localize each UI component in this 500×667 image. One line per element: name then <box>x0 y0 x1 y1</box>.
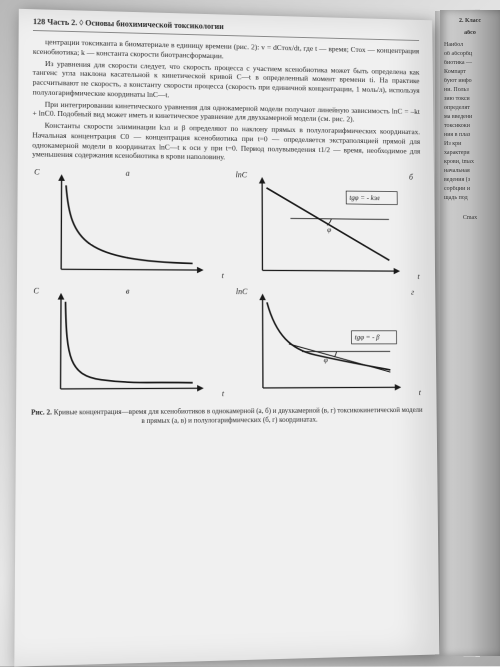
chart-c-svg <box>31 288 226 400</box>
x-axis-arrow <box>395 384 401 391</box>
y-axis-arrow <box>259 294 266 301</box>
chapter-title: Часть 2. ◊ Основы биохимической токсикол… <box>47 18 223 32</box>
tangent-text-b: tgφ = - kэл <box>349 194 379 202</box>
x-axis-arrow <box>197 385 204 392</box>
side-formula: Cmax <box>444 215 496 221</box>
side-line: начальная <box>444 168 496 174</box>
y-axis-arrow <box>58 293 65 300</box>
chart-c-xlabel: t <box>222 389 224 399</box>
side-line: сорбции и <box>444 186 496 192</box>
figure-caption: Рис. 2. Кривые концентрация—время для кс… <box>30 406 423 427</box>
y-axis-arrow <box>58 174 65 181</box>
chart-b-xlabel: t <box>418 272 420 282</box>
y-axis-arrow <box>259 177 266 184</box>
chart-d-ylabel: lnC <box>236 287 248 297</box>
chart-d-svg: φ tgφ = - β <box>234 289 423 399</box>
chart-d-label: г <box>411 288 414 298</box>
side-line: буют инфо <box>444 78 496 84</box>
chart-b-label: б <box>409 173 413 183</box>
side-line: щадь под <box>444 195 496 201</box>
chart-c-ylabel: C <box>33 286 39 296</box>
chart-a: а C t <box>31 169 225 281</box>
side-line: ведения (з <box>444 177 496 183</box>
chart-b-svg: φ tgφ = - kэл <box>234 172 422 282</box>
chart-a-ylabel: C <box>34 167 40 177</box>
tangent-text-d: tgφ = - β <box>355 334 380 342</box>
side-line: зию токси <box>444 96 496 102</box>
x-axis <box>61 388 202 389</box>
side-line: ни. Польз <box>444 87 496 93</box>
side-line: характери <box>444 150 496 156</box>
horizontal-ref <box>290 218 389 219</box>
chart-a-label: а <box>126 169 130 179</box>
page-number: 128 <box>33 17 45 26</box>
x-axis <box>61 269 201 270</box>
curve-a <box>66 185 193 263</box>
charts-grid: а C t б lnC t φ <box>31 169 423 400</box>
chart-d: г lnC t φ tgφ = - β <box>234 289 423 399</box>
side-line: определят <box>444 105 496 111</box>
side-line: ния в плаз <box>444 132 496 138</box>
main-page: 128 Часть 2. ◊ Основы биохимической токс… <box>14 9 439 667</box>
side-line: токсикоки <box>444 123 496 129</box>
side-line: об абсорбц <box>444 51 496 57</box>
side-title: 2. Класс <box>444 18 496 24</box>
tangent-line <box>289 344 390 373</box>
x-axis <box>263 387 399 388</box>
side-line: крови, tmax <box>444 159 496 165</box>
x-axis-arrow <box>394 268 400 274</box>
angle-arc <box>334 352 336 357</box>
caption-text: Кривые концентрация—время для ксенобиоти… <box>52 406 423 425</box>
x-axis-arrow <box>197 267 204 274</box>
paragraph: Константы скорости элиминации kэл и β оп… <box>32 120 420 165</box>
side-line: Из кри <box>444 141 496 147</box>
chart-c-label: в <box>126 287 130 297</box>
chart-c: в C t <box>31 288 226 400</box>
adjacent-page: 2. Класс абсо Наибол об абсорбц биотика … <box>440 10 500 656</box>
curve-c <box>65 302 193 383</box>
side-line: ма введени <box>444 114 496 120</box>
caption-bold: Рис. 2. <box>31 408 52 416</box>
chart-b-ylabel: lnC <box>236 170 247 180</box>
chart-d-xlabel: t <box>419 388 421 398</box>
x-axis <box>262 270 397 271</box>
chart-b: б lnC t φ tgφ = - kэл <box>234 172 422 282</box>
side-line: Наибол <box>444 42 496 48</box>
chart-a-svg <box>31 169 225 281</box>
side-line: Компарт <box>444 69 496 75</box>
side-subtitle: абсо <box>444 30 496 36</box>
paragraph: Из уравнения для скорости следует, что с… <box>33 58 420 105</box>
side-line: биотика — <box>444 60 496 66</box>
chart-a-xlabel: t <box>222 271 224 281</box>
